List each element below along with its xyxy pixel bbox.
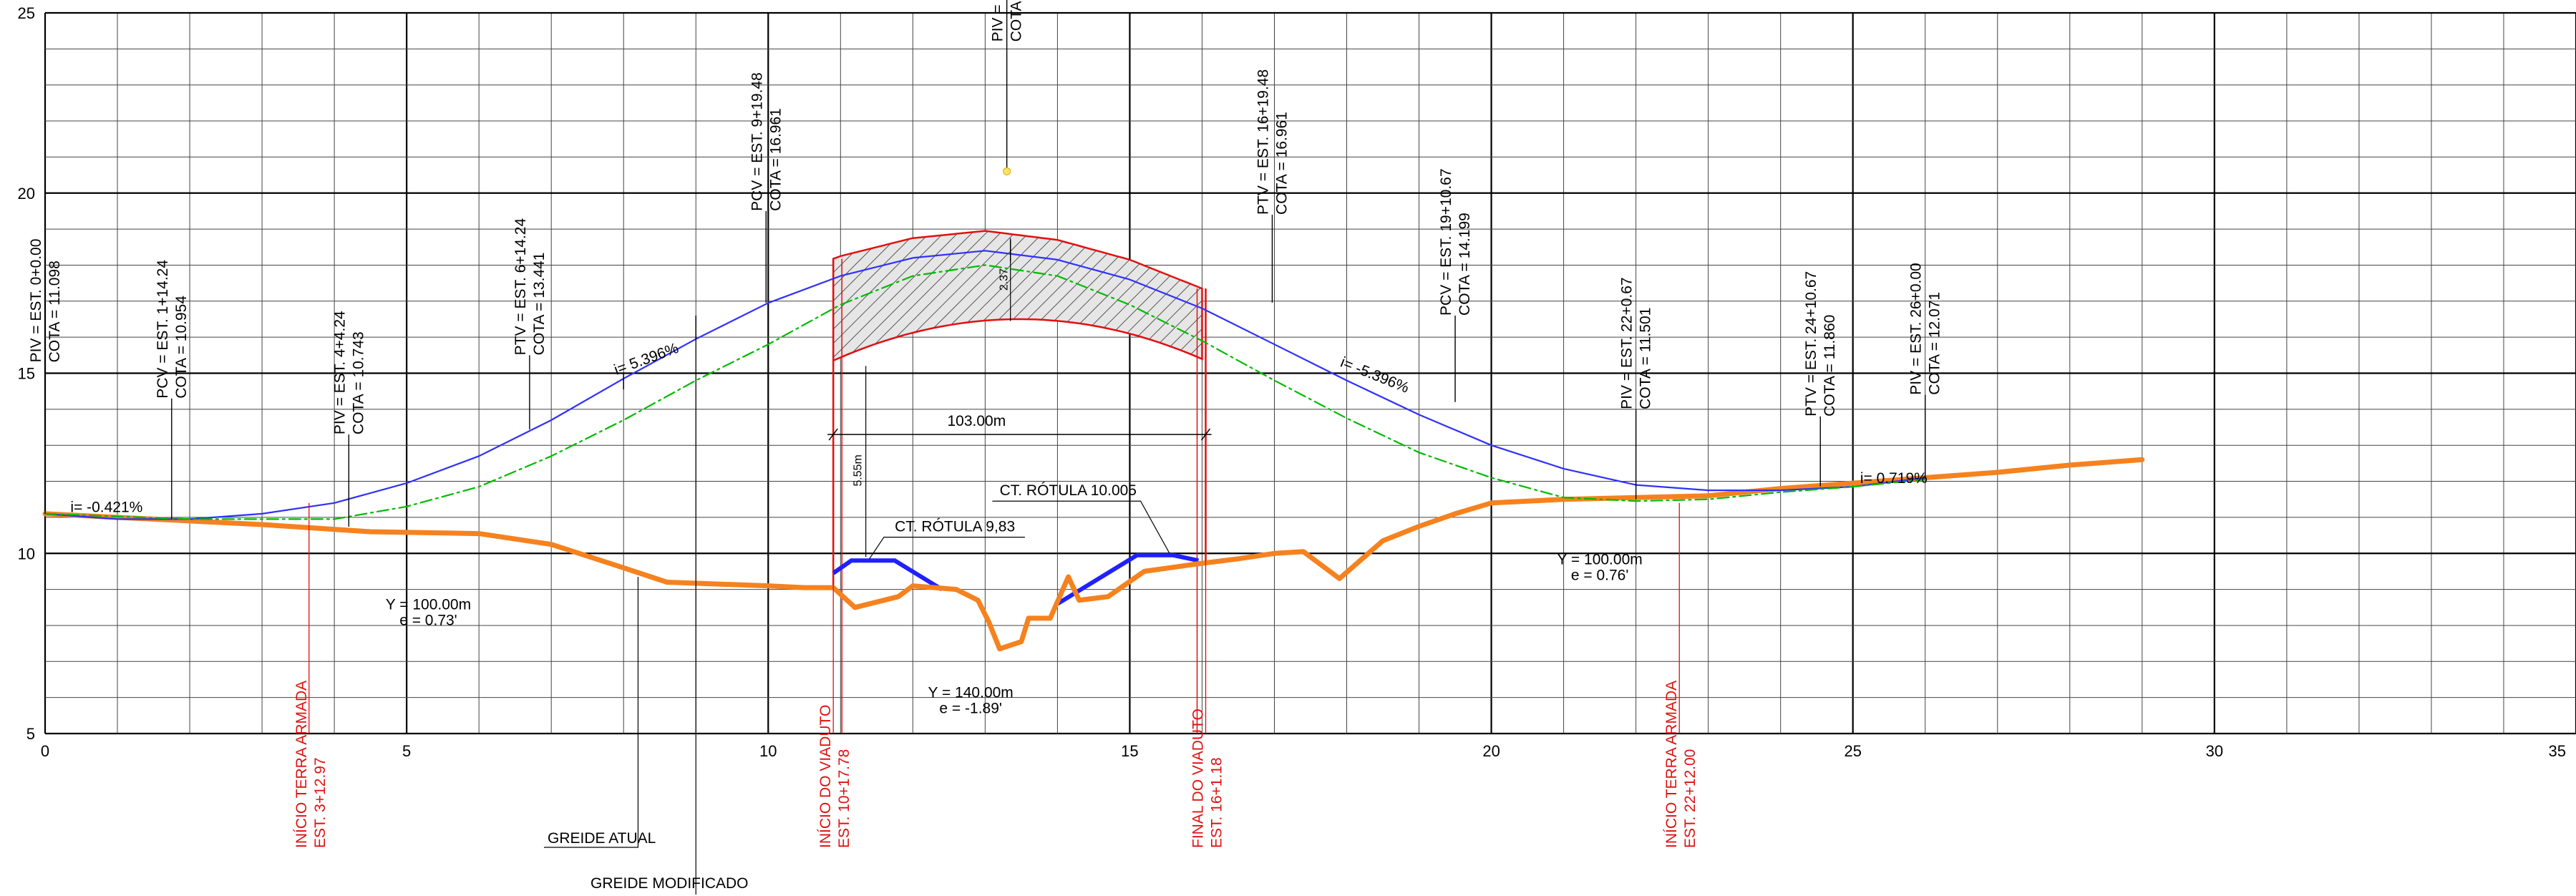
pi-est-label: PIV = EST. 1 [990, 0, 1006, 42]
x-tick-label: 5 [402, 742, 411, 760]
pier-cap-right [1056, 552, 1200, 606]
pi-est-label: PTV = EST. 24+10.67 [1803, 271, 1819, 417]
pi-est-label: PTV = EST. 16+19.48 [1255, 69, 1271, 215]
curve-e-label: e = -1.89' [939, 701, 1002, 717]
span-dimension-tick [828, 428, 838, 441]
slope-label: i= 0.719% [1860, 470, 1928, 487]
legend-modificado-label: GREIDE MODIFICADO [590, 875, 749, 892]
curve-y-label: Y = 140.00m [928, 685, 1014, 701]
slope-label: i= -5.396% [1338, 354, 1411, 396]
x-tick-label: 20 [1482, 742, 1500, 760]
pi-cota-label: COTA = 16.961 [767, 108, 784, 211]
station-marker-title: INÍCIO TERRA ARMADA [1663, 681, 1680, 848]
legend-atual-label: GREIDE ATUAL [548, 830, 656, 847]
pi-est-label: PIV = EST. 0+0.00 [28, 239, 44, 363]
curve-y-label: Y = 100.00m [1557, 551, 1642, 568]
pi-est-label: PIV = EST. 4+4.24 [331, 311, 348, 434]
pi-cota-label: COTA = 11.098 [47, 260, 63, 362]
pi-cota-label: COTA = 10.743 [350, 331, 366, 434]
span-dimension-tick [1200, 428, 1211, 441]
viaduct-structure: 103.00m 5.55m 2.37 CT. RÓTULA 9,83 CT. RÓTUL… [827, 230, 1212, 734]
slope-label: i= -0.421% [70, 499, 142, 515]
pi-est-label: PCV = EST. 9+19.48 [749, 72, 765, 211]
x-tick-label: 0 [41, 742, 49, 760]
station-marker-est: EST. 3+12.97 [312, 757, 329, 848]
x-tick-label: 35 [2549, 742, 2566, 760]
pi-est-label: PIV = EST. 22+0.67 [1619, 277, 1635, 409]
depth-label: 2.37 [998, 268, 1011, 291]
y-tick-label: 20 [18, 185, 35, 203]
pi-est-label: PCV = EST. 1+14.24 [155, 260, 171, 399]
pi-est-label: PIV = EST. 26+0.00 [1908, 263, 1925, 394]
legend-atual-leader [544, 576, 639, 848]
rotula-right-label: CT. RÓTULA 10.005 [1000, 482, 1137, 499]
pi-cota-label: COTA = [1008, 0, 1025, 42]
station-marker-est: EST. 10+17.78 [836, 749, 852, 848]
pi-cota-label: COTA = 10.954 [173, 296, 190, 399]
piv-apex-point [1003, 167, 1011, 176]
grid [44, 11, 2576, 735]
station-marker-title: INÍCIO DO VIADUTO [817, 705, 834, 848]
x-tick-label: 30 [2206, 742, 2223, 760]
clearance-label: 5.55m [852, 454, 865, 486]
station-marker-title: INÍCIO TERRA ARMADA [293, 681, 310, 848]
pi-cota-label: COTA = 11.860 [1822, 315, 1838, 417]
pi-cota-label: COTA = 12.071 [1927, 292, 1943, 395]
x-tick-label: 25 [1844, 742, 1861, 760]
y-tick-label: 5 [26, 725, 35, 743]
pi-cota-label: COTA = 11.501 [1638, 308, 1654, 409]
station-marker-title: FINAL DO VIADUTO [1190, 708, 1207, 848]
pi-cota-label: COTA = 16.961 [1273, 112, 1290, 215]
station-marker-est: EST. 16+1.18 [1209, 757, 1225, 848]
annotations: PIV = EST. 0+0.00 COTA = 11.098 PCV = EST.… [28, 0, 1943, 895]
pi-est-label: PCV = EST. 19+10.67 [1438, 168, 1454, 315]
series-greide-modificado [44, 250, 1926, 520]
pi-cota-label: COTA = 13.441 [531, 253, 548, 356]
pi-est-label: PTV = EST. 6+14.24 [512, 218, 529, 356]
rotula-right-leader [992, 500, 1170, 554]
y-tick-label: 10 [18, 545, 35, 563]
viaduct-deck [832, 230, 1203, 362]
series-greide-alternativo [44, 264, 1926, 520]
x-tick-label: 10 [759, 742, 777, 760]
station-marker-est: EST. 22+12.00 [1682, 749, 1698, 848]
y-tick-label: 25 [18, 4, 35, 22]
pi-cota-label: COTA = 14.199 [1457, 213, 1473, 316]
curve-e-label: e = 0.76' [1571, 567, 1629, 583]
rotula-left-leader [869, 536, 1025, 560]
span-label: 103.00m [947, 413, 1006, 429]
y-tick-label: 15 [18, 365, 35, 383]
pier-cap-left [832, 558, 943, 592]
curve-e-label: e = 0.73' [399, 612, 457, 628]
rotula-left-label: CT. RÓTULA 9,83 [895, 519, 1015, 535]
x-tick-label: 15 [1121, 742, 1138, 760]
curve-y-label: Y = 100.00m [386, 596, 471, 613]
